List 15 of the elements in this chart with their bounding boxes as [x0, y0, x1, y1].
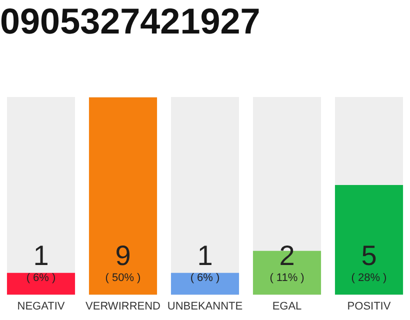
x-tick-label: UNBEKANNTE: [167, 300, 243, 312]
annotation: ( 11% ): [270, 272, 304, 284]
annotation: ( 50% ): [105, 272, 141, 284]
data-label: 1: [33, 240, 49, 271]
data-label: 1: [197, 240, 213, 271]
data-label: 9: [115, 240, 131, 271]
x-tick-label: NEGATIV: [17, 300, 66, 312]
x-tick-label: POSITIV: [347, 300, 392, 312]
data-label: 5: [361, 240, 377, 271]
x-tick-label: VERWIRREND: [86, 300, 161, 312]
annotation: ( 6% ): [190, 272, 220, 284]
annotation: ( 28% ): [351, 272, 387, 284]
annotation: ( 6% ): [26, 272, 56, 284]
chart-title: 0905327421927: [0, 0, 260, 42]
x-tick-label: EGAL: [272, 300, 302, 312]
